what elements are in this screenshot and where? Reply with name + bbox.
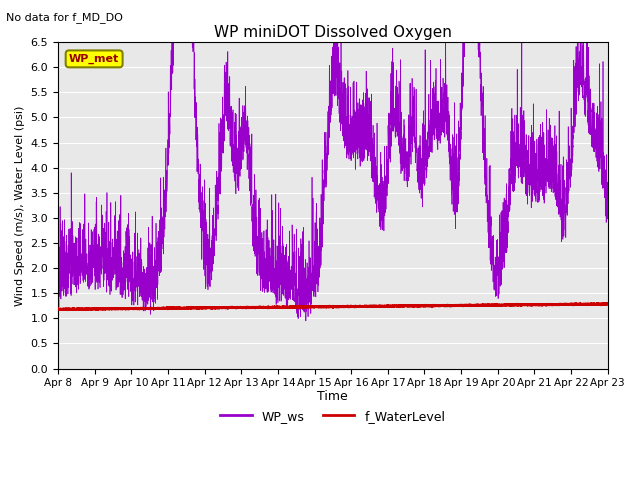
Legend: WP_ws, f_WaterLevel: WP_ws, f_WaterLevel (215, 405, 451, 428)
Y-axis label: Wind Speed (m/s), Water Level (psi): Wind Speed (m/s), Water Level (psi) (15, 105, 25, 306)
Text: No data for f_MD_DO: No data for f_MD_DO (6, 12, 124, 23)
Text: WP_met: WP_met (69, 54, 119, 64)
Title: WP miniDOT Dissolved Oxygen: WP miniDOT Dissolved Oxygen (214, 24, 452, 39)
X-axis label: Time: Time (317, 390, 348, 403)
